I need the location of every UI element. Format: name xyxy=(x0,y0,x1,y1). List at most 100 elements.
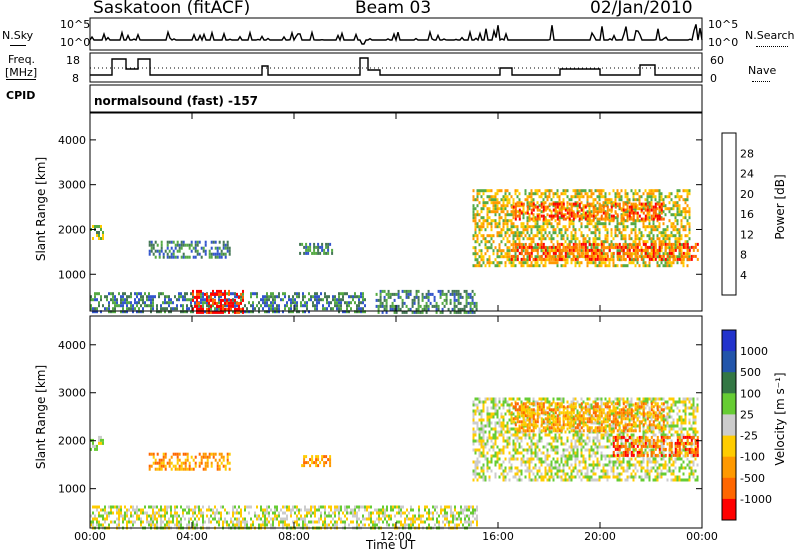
heatmap-cell xyxy=(194,511,196,515)
heatmap-cell xyxy=(292,298,294,302)
heatmap-cell xyxy=(190,301,192,305)
heatmap-cell xyxy=(425,301,428,305)
heatmap-cell xyxy=(138,310,140,314)
heatmap-cell xyxy=(498,207,501,211)
heatmap-cell xyxy=(474,472,477,476)
heatmap-cell xyxy=(480,258,483,262)
heatmap-cell xyxy=(540,202,543,206)
heatmap-cell xyxy=(512,246,515,250)
heatmap-cell xyxy=(552,257,555,261)
heatmap-cell xyxy=(440,505,442,509)
heatmap-cell xyxy=(650,228,653,232)
heatmap-cell xyxy=(482,466,485,470)
heatmap-cell xyxy=(482,222,485,226)
heatmap-cell xyxy=(652,189,655,193)
heatmap-cell xyxy=(148,464,151,468)
heatmap-cell xyxy=(486,415,489,419)
heatmap-cell xyxy=(478,397,481,401)
heatmap-cell xyxy=(570,202,573,206)
heatmap-cell xyxy=(470,505,472,509)
heatmap-cell xyxy=(646,234,649,238)
heatmap-cell xyxy=(632,228,635,232)
heatmap-cell xyxy=(410,517,412,521)
heatmap-cell xyxy=(370,520,372,524)
heatmap-cell xyxy=(417,298,420,302)
heatmap-cell xyxy=(604,234,607,238)
heatmap-cell xyxy=(164,505,166,509)
heatmap-cell xyxy=(544,217,547,221)
heatmap-cell xyxy=(118,508,120,512)
heatmap-cell xyxy=(566,195,569,199)
heatmap-cell xyxy=(528,448,531,452)
heatmap-cell xyxy=(572,211,575,215)
heatmap-cell xyxy=(542,478,545,482)
heatmap-cell xyxy=(222,304,224,308)
heatmap-cell xyxy=(622,217,625,221)
heatmap-cell xyxy=(457,295,460,299)
heatmap-cell xyxy=(488,460,491,464)
heatmap-cell xyxy=(620,189,623,193)
heatmap-cell xyxy=(626,264,629,268)
heatmap-cell xyxy=(315,245,318,249)
heatmap-cell xyxy=(644,248,647,252)
heatmap-cell xyxy=(516,397,519,401)
heatmap-cell xyxy=(112,298,114,302)
heatmap-cell xyxy=(220,511,222,515)
heatmap-cell xyxy=(506,201,509,205)
heatmap-cell xyxy=(190,240,193,244)
heatmap-cell xyxy=(518,436,521,440)
heatmap-cell xyxy=(198,508,200,512)
heatmap-cell xyxy=(360,310,362,314)
heatmap-cell xyxy=(186,511,188,515)
heatmap-cell xyxy=(542,214,545,218)
heatmap-cell xyxy=(596,237,599,241)
heatmap-cell xyxy=(576,201,579,205)
heatmap-cell xyxy=(224,520,226,524)
heatmap-cell xyxy=(560,436,563,440)
heatmap-cell xyxy=(524,409,527,413)
heatmap-cell xyxy=(408,517,410,521)
heatmap-cell xyxy=(504,189,507,193)
heatmap-cell xyxy=(496,231,499,235)
heatmap-cell xyxy=(322,520,324,524)
heatmap-cell xyxy=(496,436,499,440)
heatmap-cell xyxy=(486,246,489,250)
heatmap-cell xyxy=(594,198,597,202)
heatmap-cell xyxy=(490,397,493,401)
heatmap-cell xyxy=(530,198,533,202)
heatmap-cell xyxy=(622,248,625,252)
heatmap-cell xyxy=(486,442,489,446)
heatmap-cell xyxy=(676,231,679,235)
heatmap-cell xyxy=(534,454,537,458)
heatmap-cell xyxy=(182,295,184,299)
heatmap-cell xyxy=(426,517,428,521)
heatmap-cell xyxy=(578,240,581,244)
heatmap-cell xyxy=(122,298,124,302)
heatmap-cell xyxy=(542,219,545,223)
heatmap-cell xyxy=(431,304,434,308)
heatmap-cell xyxy=(474,213,477,217)
heatmap-cell xyxy=(443,304,446,308)
heatmap-cell xyxy=(100,298,102,302)
heatmap-cell xyxy=(520,211,523,215)
heatmap-cell xyxy=(218,458,221,462)
heatmap-cell xyxy=(488,264,491,268)
heatmap-cell xyxy=(176,304,178,308)
heatmap-cell xyxy=(686,252,689,256)
heatmap-cell xyxy=(362,307,364,311)
heatmap-cell xyxy=(348,511,350,515)
heatmap-cell xyxy=(228,249,231,253)
heatmap-cell xyxy=(469,295,472,299)
heatmap-cell xyxy=(672,204,675,208)
heatmap-cell xyxy=(210,310,212,314)
heatmap-cell xyxy=(226,249,229,253)
heatmap-cell xyxy=(616,254,619,258)
heatmap-cell xyxy=(546,207,549,211)
heatmap-cell xyxy=(178,246,181,250)
heatmap-cell xyxy=(417,301,420,305)
heatmap-cell xyxy=(280,517,282,521)
heatmap-cell xyxy=(166,520,168,524)
heatmap-cell xyxy=(302,520,304,524)
heatmap-cell xyxy=(554,255,557,259)
heatmap-cell xyxy=(362,292,364,296)
